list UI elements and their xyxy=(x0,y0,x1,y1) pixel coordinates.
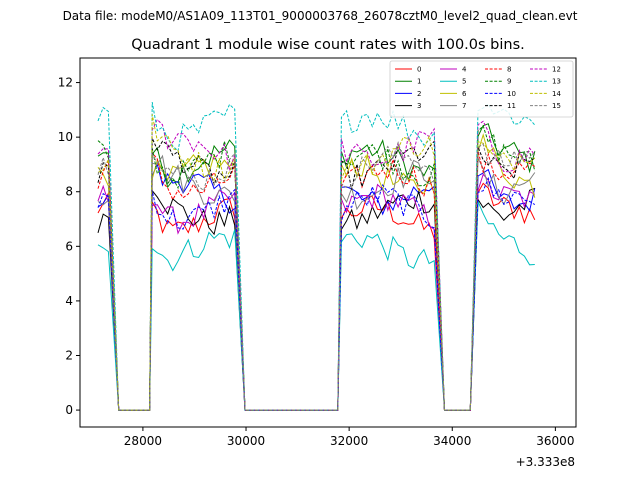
y-tick-label: 12 xyxy=(58,76,73,90)
x-tick-label: 34000 xyxy=(433,434,471,448)
legend-label-9: 9 xyxy=(507,78,511,86)
y-tick-label: 10 xyxy=(58,130,73,144)
y-tick-label: 0 xyxy=(65,403,73,417)
legend-label-14: 14 xyxy=(552,90,561,98)
series-line-2 xyxy=(97,162,536,411)
legend-label-6: 6 xyxy=(462,90,467,98)
series-line-4 xyxy=(97,173,536,411)
legend-label-5: 5 xyxy=(462,78,466,86)
legend-frame xyxy=(389,60,574,118)
series-line-15 xyxy=(97,141,536,411)
x-tick-label: 36000 xyxy=(536,434,574,448)
legend-label-3: 3 xyxy=(417,102,421,110)
legend-label-13: 13 xyxy=(552,78,561,86)
y-tick-label: 4 xyxy=(65,294,73,308)
series-line-11 xyxy=(97,137,536,411)
x-axis: 28000 30000 32000 34000 36000 xyxy=(124,427,574,448)
legend-label-0: 0 xyxy=(417,66,421,74)
legend-label-7: 7 xyxy=(462,102,466,110)
legend-label-2: 2 xyxy=(417,90,421,98)
x-offset-label: +3.333e8 xyxy=(516,455,575,469)
series-line-6 xyxy=(97,133,536,411)
legend-label-4: 4 xyxy=(462,66,467,74)
series-line-3 xyxy=(97,188,535,411)
series-line-8 xyxy=(97,150,536,411)
y-tick-label: 8 xyxy=(65,185,73,199)
y-axis: 0 2 4 6 8 10 12 xyxy=(58,76,80,417)
y-tick-label: 6 xyxy=(65,239,73,253)
legend-label-15: 15 xyxy=(552,102,561,110)
figure-suptitle: Data file: modeM0/AS1A09_113T01_90000037… xyxy=(63,9,578,23)
legend-label-8: 8 xyxy=(507,66,511,74)
series-line-7 xyxy=(97,154,536,411)
series-line-1 xyxy=(97,123,536,411)
legend-label-1: 1 xyxy=(417,78,421,86)
y-tick-label: 2 xyxy=(65,348,73,362)
plot-frame xyxy=(79,57,577,428)
series-line-5 xyxy=(97,201,535,411)
legend-label-11: 11 xyxy=(507,102,516,110)
x-tick-label: 30000 xyxy=(227,434,265,448)
series-line-9 xyxy=(97,124,536,411)
chart-title: Quadrant 1 module wise count rates with … xyxy=(131,37,525,53)
legend-label-12: 12 xyxy=(552,66,561,74)
series-line-10 xyxy=(97,176,536,411)
x-tick-label: 28000 xyxy=(124,434,162,448)
plot-series-group xyxy=(97,102,536,411)
legend-label-10: 10 xyxy=(507,90,516,98)
x-tick-label: 32000 xyxy=(330,434,368,448)
